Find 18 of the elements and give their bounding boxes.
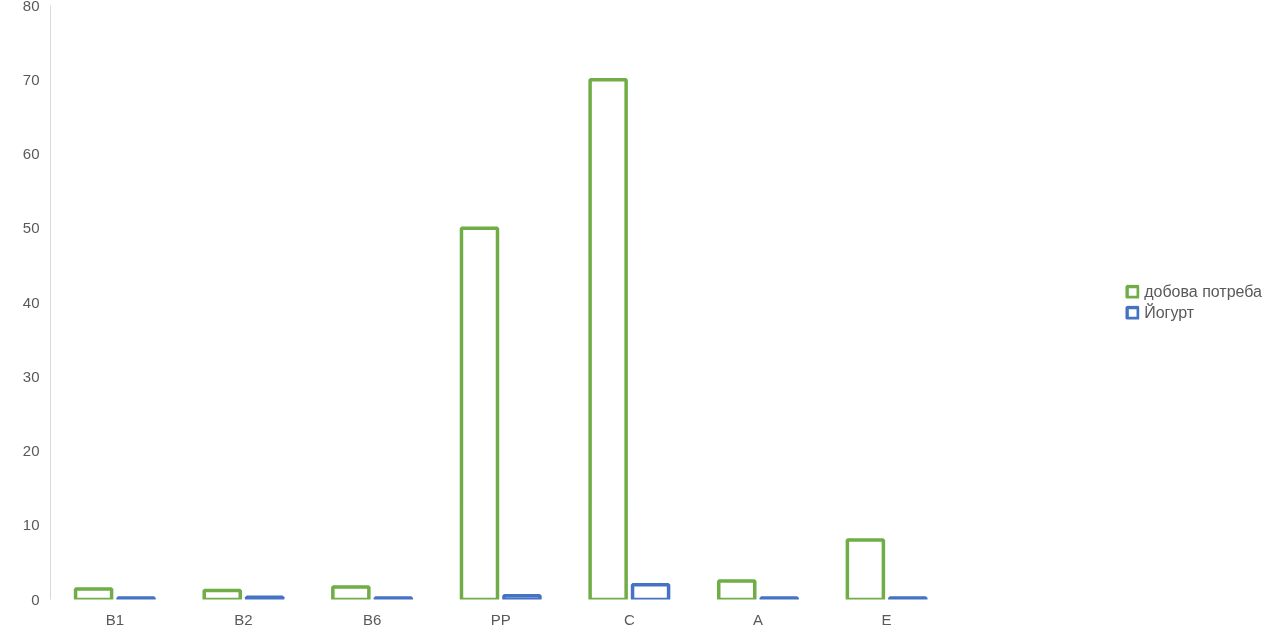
x-tick-label: B1 bbox=[105, 610, 124, 628]
y-tick-label: 50 bbox=[22, 219, 40, 237]
x-tick-label: PP bbox=[490, 610, 511, 628]
y-tick-label: 30 bbox=[22, 367, 40, 385]
y-tick-label: 10 bbox=[22, 516, 40, 534]
x-tick-label: E bbox=[881, 610, 892, 628]
legend-label: Йогурт bbox=[1144, 303, 1195, 322]
legend-label: добова потреба bbox=[1144, 282, 1262, 301]
x-tick-label: A bbox=[752, 610, 763, 628]
y-tick-label: 70 bbox=[22, 70, 40, 88]
x-tick-label: C bbox=[623, 610, 635, 628]
y-tick-label: 20 bbox=[22, 442, 40, 459]
y-tick-label: 40 bbox=[22, 293, 40, 311]
y-tick-label: 60 bbox=[22, 145, 40, 162]
y-tick-label: 80 bbox=[22, 0, 40, 14]
x-tick-label: B6 bbox=[362, 610, 382, 628]
x-tick-label: B2 bbox=[234, 610, 253, 628]
y-tick-label: 0 bbox=[31, 590, 40, 608]
